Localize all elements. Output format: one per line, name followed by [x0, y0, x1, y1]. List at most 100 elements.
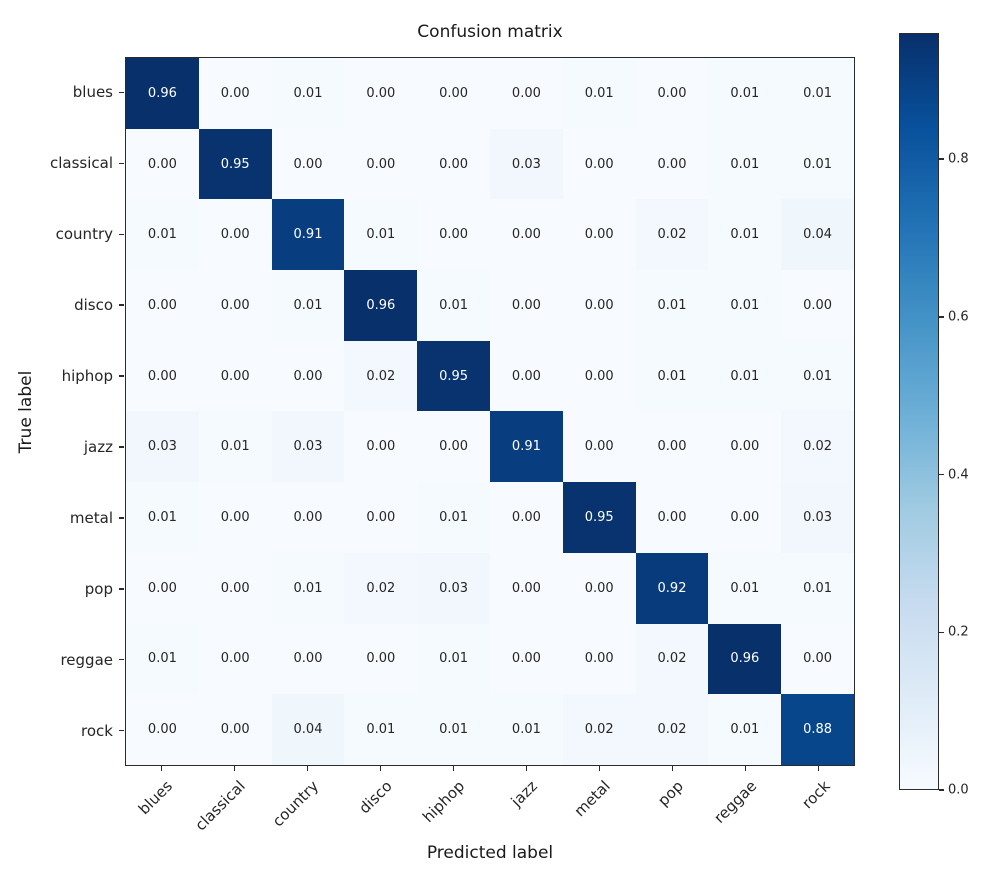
matrix-cell-classical-country: 0.00 [271, 128, 345, 200]
matrix-cell-reggae-disco: 0.00 [344, 623, 418, 695]
y-tick-mark [119, 658, 124, 661]
matrix-cell-rock-disco: 0.01 [344, 694, 418, 765]
matrix-cell-disco-blues: 0.00 [126, 270, 199, 341]
matrix-cell-blues-disco: 0.00 [344, 58, 418, 129]
matrix-cell-country-metal: 0.00 [562, 199, 636, 271]
matrix-cell-classical-metal: 0.00 [562, 128, 636, 200]
col-label-disco: disco [354, 777, 396, 818]
matrix-cell-classical-jazz: 0.03 [490, 128, 563, 200]
matrix-cell-blues-pop: 0.00 [635, 58, 709, 129]
matrix-cell-reggae-reggae: 0.96 [708, 623, 782, 695]
col-label-reggae: reggae [710, 777, 761, 827]
matrix-cell-rock-metal: 0.02 [562, 694, 636, 765]
matrix-cell-jazz-hiphop: 0.00 [417, 411, 490, 483]
matrix-cell-country-reggae: 0.01 [708, 199, 782, 271]
matrix-cell-blues-country: 0.01 [271, 58, 345, 129]
x-tick-mark [233, 766, 236, 771]
x-tick-mark [452, 766, 455, 771]
matrix-cell-disco-metal: 0.00 [562, 270, 636, 341]
matrix-cell-pop-classical: 0.00 [198, 552, 272, 624]
colorbar-tick-label-0.0: 0.0 [948, 782, 969, 798]
matrix-cell-country-hiphop: 0.00 [417, 199, 490, 271]
matrix-cell-metal-country: 0.00 [271, 482, 345, 553]
y-axis-label: True label [16, 370, 36, 454]
matrix-cell-hiphop-reggae: 0.01 [708, 340, 782, 412]
matrix-cell-classical-reggae: 0.01 [708, 128, 782, 200]
matrix-cell-blues-metal: 0.01 [562, 58, 636, 129]
row-label-pop: pop [84, 579, 113, 598]
matrix-cell-country-jazz: 0.00 [490, 199, 563, 271]
x-tick-mark [671, 766, 674, 771]
matrix-cell-rock-reggae: 0.01 [708, 694, 782, 765]
row-label-metal: metal [69, 508, 113, 527]
colorbar-tick-label-0.4: 0.4 [948, 467, 969, 483]
matrix-cell-metal-hiphop: 0.01 [417, 482, 490, 553]
matrix-cell-classical-rock: 0.01 [781, 128, 854, 200]
matrix-cell-classical-hiphop: 0.00 [417, 128, 490, 200]
matrix-cell-jazz-rock: 0.02 [781, 411, 854, 483]
row-label-jazz: jazz [83, 437, 113, 456]
row-label-reggae: reggae [60, 650, 113, 669]
matrix-cell-disco-pop: 0.01 [635, 270, 709, 341]
colorbar-tick-mark [939, 158, 944, 160]
colorbar-tick-mark [939, 316, 944, 318]
row-label-country: country [55, 225, 113, 244]
y-tick-mark [119, 304, 124, 306]
matrix-cell-pop-country: 0.01 [271, 552, 345, 624]
matrix-cell-blues-blues: 0.96 [126, 58, 199, 129]
matrix-cell-hiphop-classical: 0.00 [198, 340, 272, 412]
x-tick-mark [379, 766, 382, 771]
matrix-cell-jazz-reggae: 0.00 [708, 411, 782, 483]
matrix-cell-metal-rock: 0.03 [781, 482, 854, 553]
matrix-cell-pop-reggae: 0.01 [708, 552, 782, 624]
y-tick-mark [119, 588, 124, 590]
x-tick-mark [744, 766, 747, 771]
y-tick-mark [119, 729, 124, 732]
row-label-hiphop: hiphop [61, 367, 113, 386]
matrix-cell-rock-hiphop: 0.01 [417, 694, 490, 765]
colorbar-tick-mark [939, 631, 944, 634]
matrix-cell-reggae-metal: 0.00 [562, 623, 636, 695]
matrix-cell-metal-classical: 0.00 [198, 482, 272, 553]
matrix-cell-reggae-hiphop: 0.01 [417, 623, 490, 695]
matrix-cell-disco-country: 0.01 [271, 270, 345, 341]
matrix-cell-metal-disco: 0.00 [344, 482, 418, 553]
matrix-cell-rock-rock: 0.88 [781, 694, 854, 765]
matrix-cell-rock-blues: 0.00 [126, 694, 199, 765]
matrix-cell-hiphop-jazz: 0.00 [490, 340, 563, 412]
matrix-cell-pop-metal: 0.00 [562, 552, 636, 624]
row-label-blues: blues [72, 83, 113, 102]
matrix-cell-classical-blues: 0.00 [126, 128, 199, 200]
matrix-cell-reggae-pop: 0.02 [635, 623, 709, 695]
matrix-cell-pop-rock: 0.01 [781, 552, 854, 624]
matrix-cell-metal-metal: 0.95 [562, 482, 636, 553]
matrix-cell-blues-jazz: 0.00 [490, 58, 563, 129]
x-tick-mark [817, 766, 820, 771]
heatmap-axes: 0.96 0.00 0.01 0.00 0.00 0.00 0.01 0.00 0.01 0.01… [125, 57, 855, 766]
col-label-metal: metal [571, 777, 615, 821]
matrix-cell-rock-jazz: 0.01 [490, 694, 563, 765]
matrix-cell-reggae-classical: 0.00 [198, 623, 272, 695]
y-tick-mark [119, 517, 124, 519]
row-label-disco: disco [74, 296, 113, 315]
matrix-cell-blues-rock: 0.01 [781, 58, 854, 129]
matrix-cell-hiphop-hiphop: 0.95 [417, 340, 490, 412]
colorbar-tick-mark [939, 473, 944, 476]
matrix-cell-jazz-metal: 0.00 [562, 411, 636, 483]
colorbar-tick-label-0.6: 0.6 [948, 309, 969, 325]
matrix-cell-metal-jazz: 0.00 [490, 482, 563, 553]
matrix-cell-disco-hiphop: 0.01 [417, 270, 490, 341]
matrix-cell-disco-classical: 0.00 [198, 270, 272, 341]
matrix-cell-country-blues: 0.01 [126, 199, 199, 271]
colorbar-tick-label-0.2: 0.2 [948, 624, 969, 640]
matrix-cell-pop-hiphop: 0.03 [417, 552, 490, 624]
matrix-cell-reggae-country: 0.00 [271, 623, 345, 695]
matrix-cell-jazz-classical: 0.01 [198, 411, 272, 483]
matrix-cell-pop-blues: 0.00 [126, 552, 199, 624]
matrix-cell-disco-rock: 0.00 [781, 270, 854, 341]
x-tick-mark [306, 766, 309, 771]
matrix-cell-country-classical: 0.00 [198, 199, 272, 271]
matrix-cell-blues-hiphop: 0.00 [417, 58, 490, 129]
col-label-pop: pop [654, 777, 688, 810]
matrix-cell-disco-jazz: 0.00 [490, 270, 563, 341]
